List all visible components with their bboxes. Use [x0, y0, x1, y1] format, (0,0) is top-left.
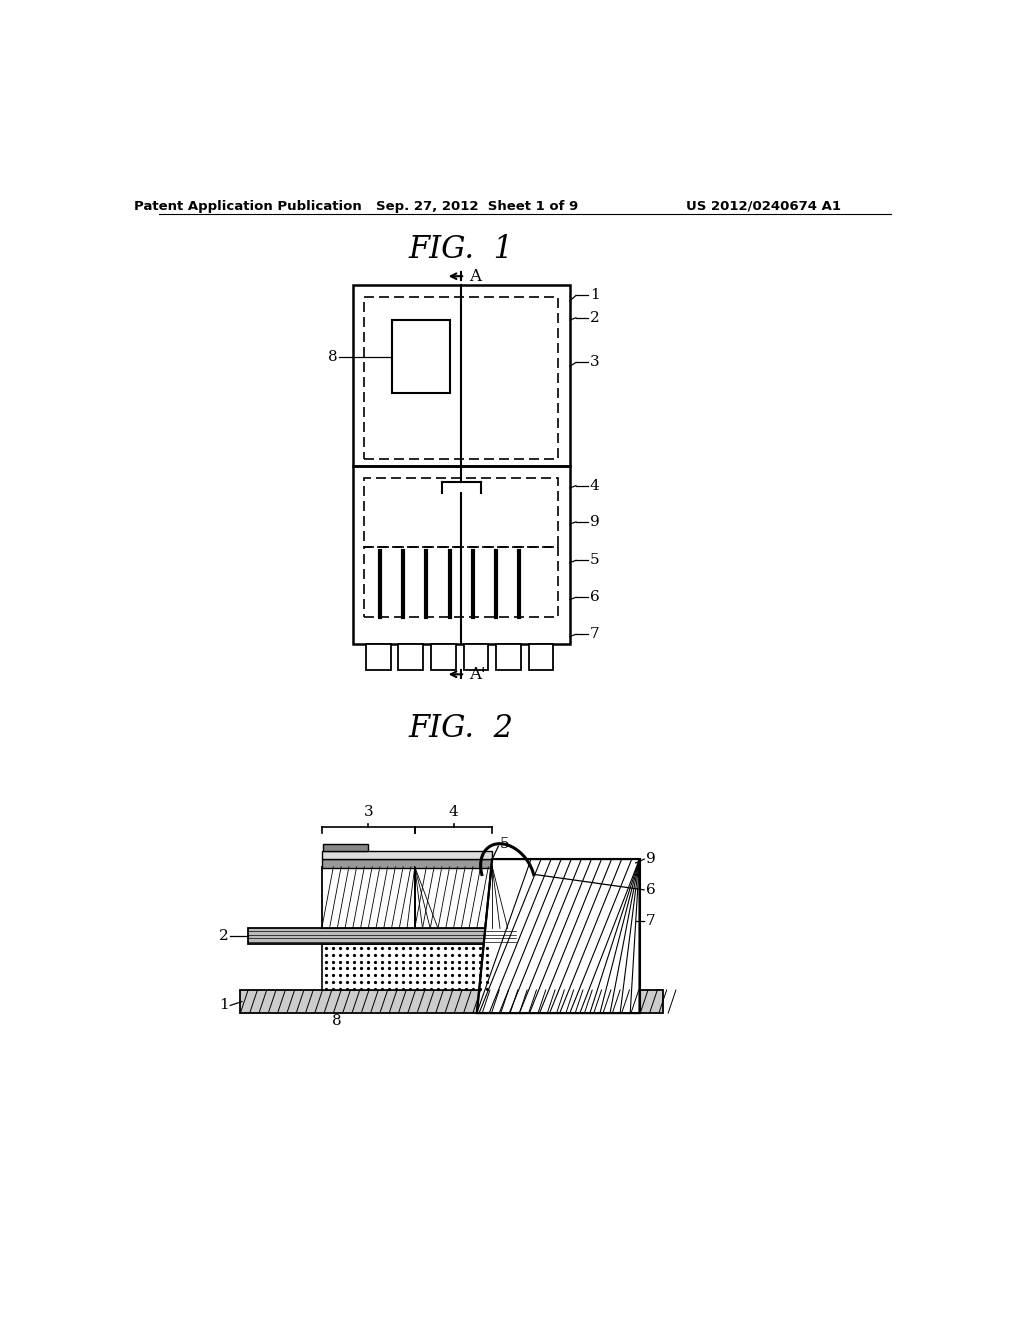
Text: FIG.  1: FIG. 1: [409, 234, 514, 265]
Text: 8: 8: [328, 350, 337, 364]
Bar: [464, 644, 488, 671]
Text: 6: 6: [590, 590, 600, 605]
Text: 2: 2: [590, 310, 600, 325]
Bar: [391, 321, 450, 393]
Text: Sep. 27, 2012  Sheet 1 of 9: Sep. 27, 2012 Sheet 1 of 9: [376, 199, 578, 213]
Bar: [365, 548, 558, 616]
Bar: [431, 644, 456, 671]
Bar: [365, 297, 558, 459]
Bar: [366, 644, 391, 671]
Bar: [322, 859, 493, 869]
Text: Patent Application Publication: Patent Application Publication: [134, 199, 362, 213]
Text: 5: 5: [500, 837, 510, 850]
Bar: [352, 285, 569, 466]
Bar: [322, 944, 493, 990]
Bar: [365, 478, 558, 548]
Bar: [322, 867, 415, 928]
Text: 1: 1: [219, 998, 228, 1012]
Text: 9: 9: [646, 853, 655, 866]
Bar: [248, 928, 515, 944]
Polygon shape: [477, 859, 640, 1014]
Bar: [324, 843, 369, 851]
Text: 5: 5: [590, 553, 599, 568]
Text: 8: 8: [333, 1014, 342, 1028]
Bar: [398, 644, 423, 671]
Text: A': A': [469, 665, 485, 682]
Text: 3: 3: [364, 805, 373, 818]
Bar: [496, 644, 521, 671]
Text: 6: 6: [646, 883, 655, 896]
Bar: [528, 644, 554, 671]
Text: FIG.  2: FIG. 2: [409, 713, 514, 743]
Text: 1: 1: [590, 289, 600, 302]
Text: A: A: [469, 268, 481, 285]
Text: 3: 3: [590, 355, 599, 370]
Bar: [415, 867, 493, 928]
Text: 2: 2: [219, 929, 228, 942]
Text: 9: 9: [590, 515, 600, 529]
Text: US 2012/0240674 A1: US 2012/0240674 A1: [686, 199, 841, 213]
Bar: [322, 851, 493, 859]
Bar: [352, 466, 569, 644]
Text: 7: 7: [590, 627, 599, 642]
Text: 4: 4: [590, 479, 600, 492]
Bar: [241, 990, 663, 1014]
Text: 7: 7: [646, 913, 655, 928]
Text: 4: 4: [449, 805, 459, 818]
